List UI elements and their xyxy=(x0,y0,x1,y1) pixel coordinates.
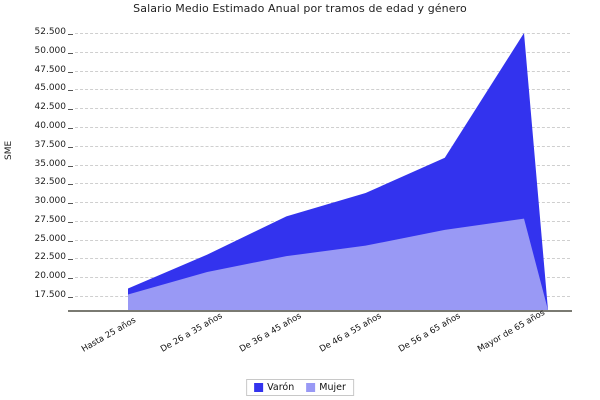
y-axis-tick-label: 47.500 xyxy=(34,64,67,75)
y-axis-tick xyxy=(68,146,73,148)
y-axis-tick xyxy=(68,184,73,186)
legend-label: Varón xyxy=(267,382,295,393)
y-axis-tick-label: 50.000 xyxy=(34,45,67,56)
y-axis-tick xyxy=(68,165,73,167)
y-axis-tick-label: 52.500 xyxy=(34,27,67,37)
gridline xyxy=(68,183,570,186)
y-axis-tick xyxy=(68,221,73,223)
series-areas xyxy=(128,33,548,310)
y-axis-tick-label: 42.500 xyxy=(34,102,67,113)
y-axis-tick-label: 45.000 xyxy=(34,83,67,94)
x-axis-tick-label: De 56 a 65 años xyxy=(396,311,463,355)
y-axis-tick-label: 40.000 xyxy=(34,120,67,131)
y-axis-tick-label: 30.000 xyxy=(34,196,67,207)
y-axis-tick xyxy=(68,90,73,92)
chart-title: Salario Medio Estimado Anual por tramos … xyxy=(133,2,467,15)
x-axis-tick-label: Hasta 25 años xyxy=(80,315,138,355)
y-axis-tick xyxy=(68,52,73,54)
legend-label: Mujer xyxy=(319,382,346,393)
x-axis-tick-label: De 26 a 35 años xyxy=(159,311,225,355)
y-axis-tick xyxy=(68,109,73,111)
y-axis-tick-label: 22.500 xyxy=(34,252,67,263)
y-axis-tick-label: 17.500 xyxy=(34,290,67,300)
plot-area xyxy=(68,28,570,310)
x-axis-tick-label: De 36 a 45 años xyxy=(238,311,304,355)
chart-legend: Varón Mujer xyxy=(246,379,354,396)
y-axis-tick xyxy=(68,240,73,242)
x-axis-tick-labels: Hasta 25 años De 26 a 35 años De 36 a 45 a… xyxy=(0,308,600,372)
y-axis-tick-label: 20.000 xyxy=(34,271,67,282)
area-series-mujer xyxy=(128,218,548,310)
gridline xyxy=(68,51,570,54)
y-axis-tick xyxy=(68,71,73,73)
y-axis-tick xyxy=(68,259,73,261)
y-axis-tick xyxy=(68,203,73,205)
y-axis-tick-label: 27.500 xyxy=(34,214,67,225)
y-axis-tick-label: 25.000 xyxy=(34,233,67,244)
gridline xyxy=(68,108,570,111)
y-axis-tick-labels: 52.500 50.000 47.500 45.000 42.500 40.000 37.5… xyxy=(0,27,67,310)
y-axis-tick-label: 32.500 xyxy=(34,177,67,188)
gridline xyxy=(68,70,570,73)
x-axis-tick-label: De 46 a 55 años xyxy=(317,311,383,355)
y-axis-tick xyxy=(68,278,73,280)
y-axis-tick-label: 35.000 xyxy=(34,158,67,169)
legend-swatch-icon xyxy=(254,383,264,392)
x-axis-tick-label: Mayor de 65 años xyxy=(476,307,547,355)
gridline xyxy=(68,126,570,129)
gridline xyxy=(68,164,570,167)
y-axis-tick xyxy=(68,34,73,35)
x-axis-line xyxy=(68,310,572,312)
gridline xyxy=(68,202,570,205)
gridline xyxy=(68,33,570,35)
y-axis-tick-label: 37.500 xyxy=(34,139,67,150)
legend-item[interactable]: Varón xyxy=(254,382,294,393)
y-axis-tick xyxy=(68,127,73,129)
gridline xyxy=(68,145,570,148)
legend-swatch-icon xyxy=(306,383,316,392)
legend-item[interactable]: Mujer xyxy=(306,382,346,393)
gridline xyxy=(68,89,570,92)
y-axis-tick xyxy=(68,297,73,298)
